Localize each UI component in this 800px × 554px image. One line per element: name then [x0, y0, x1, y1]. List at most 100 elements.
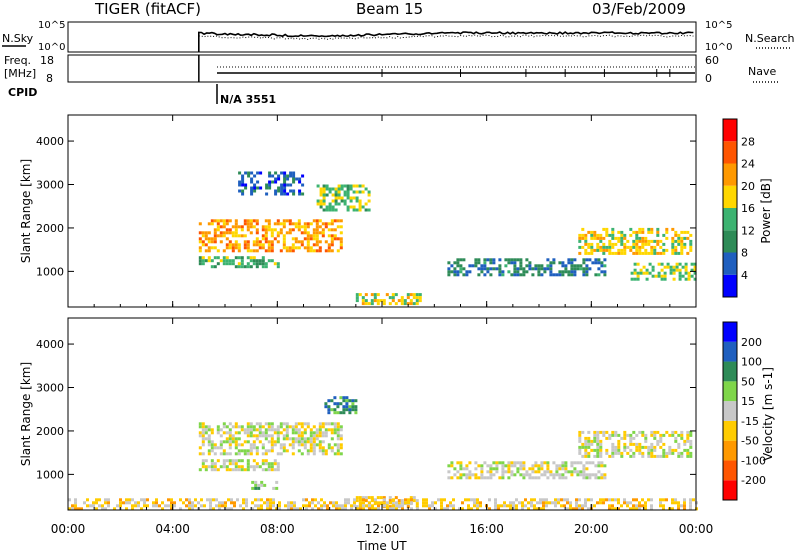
range-cell	[228, 462, 232, 466]
range-cell	[561, 273, 565, 277]
range-cell	[599, 454, 603, 458]
range-cell	[267, 243, 271, 247]
range-cell	[480, 270, 484, 274]
range-cell	[249, 425, 253, 429]
range-cell	[605, 498, 608, 502]
range-cell	[632, 504, 635, 508]
range-cell	[240, 459, 244, 463]
range-cell	[216, 225, 220, 229]
range-cell	[641, 239, 645, 243]
range-cell	[587, 507, 590, 511]
range-cell	[603, 473, 607, 477]
range-cell	[261, 228, 265, 232]
range-cell	[674, 230, 678, 234]
range-cell	[321, 422, 325, 426]
range-cell	[74, 498, 77, 502]
range-cell	[611, 454, 615, 458]
nsky-tick-top: 10^5	[38, 20, 65, 31]
range-cell	[283, 186, 287, 190]
range-cell	[294, 225, 298, 229]
range-cell	[498, 264, 502, 268]
range-cell	[305, 507, 308, 511]
colorbar-tick-label: 100	[741, 356, 762, 369]
range-cell	[573, 258, 577, 262]
range-cell	[452, 504, 455, 508]
range-cell	[309, 434, 313, 438]
range-cell	[461, 507, 464, 511]
range-cell	[489, 473, 493, 477]
range-cell	[303, 225, 307, 229]
range-cell	[477, 476, 481, 480]
range-cell	[89, 504, 92, 508]
range-cell	[674, 439, 678, 443]
range-cell	[336, 431, 340, 435]
range-cell	[233, 501, 236, 505]
range-cell	[273, 428, 277, 432]
range-cell	[280, 171, 284, 175]
range-cell	[330, 243, 334, 247]
range-cell	[440, 507, 443, 511]
range-cell	[354, 408, 358, 412]
range-cell	[207, 231, 211, 235]
range-cell	[283, 180, 287, 184]
range-cell	[516, 258, 520, 262]
range-cell	[312, 425, 316, 429]
range-cell	[644, 239, 648, 243]
velocity-frame	[67, 317, 697, 511]
range-cell	[479, 501, 482, 505]
range-cell	[312, 237, 316, 241]
range-cell	[587, 439, 591, 443]
range-cell	[653, 448, 657, 452]
range-cell	[258, 425, 262, 429]
range-cell	[209, 504, 212, 508]
range-cell	[561, 464, 565, 468]
range-cell	[322, 193, 326, 197]
range-cell	[617, 501, 620, 505]
range-cell	[362, 507, 365, 511]
colorbar-swatch	[723, 341, 737, 362]
range-cell	[647, 448, 651, 452]
range-cell	[358, 199, 362, 203]
range-cell	[264, 225, 268, 229]
range-cell	[581, 454, 585, 458]
range-cell	[301, 183, 305, 187]
range-cell	[264, 434, 268, 438]
range-cell	[340, 199, 344, 203]
range-cell	[546, 267, 550, 271]
range-cell	[540, 267, 544, 271]
range-cell	[447, 476, 451, 480]
range-cell	[240, 443, 244, 447]
range-cell	[516, 267, 520, 271]
range-cell	[474, 261, 478, 265]
range-cell	[597, 258, 601, 262]
colorbar-swatch	[723, 440, 737, 461]
range-cell	[324, 452, 328, 456]
range-cell	[104, 498, 107, 502]
range-cell	[294, 428, 298, 432]
range-cell	[543, 473, 547, 477]
range-cell	[207, 443, 211, 447]
range-cell	[677, 236, 681, 240]
range-cell	[677, 451, 681, 455]
range-cell	[270, 449, 274, 453]
range-cell	[331, 208, 335, 212]
range-cell	[638, 227, 642, 231]
range-cell	[210, 459, 214, 463]
range-cell	[213, 240, 217, 244]
colorbar-swatch	[723, 460, 737, 481]
range-cell	[204, 249, 208, 253]
range-cell	[225, 452, 229, 456]
range-cell	[659, 439, 663, 443]
range-cell	[264, 422, 268, 426]
range-cell	[210, 259, 214, 263]
range-cell	[86, 504, 89, 508]
range-cell	[268, 174, 272, 178]
range-cell	[617, 239, 621, 243]
range-cell	[204, 234, 208, 238]
range-cell	[596, 501, 599, 505]
range-cell	[339, 446, 343, 450]
range-cell	[251, 501, 254, 505]
range-cell	[683, 230, 687, 234]
range-cell	[334, 190, 338, 194]
range-cell	[237, 425, 241, 429]
